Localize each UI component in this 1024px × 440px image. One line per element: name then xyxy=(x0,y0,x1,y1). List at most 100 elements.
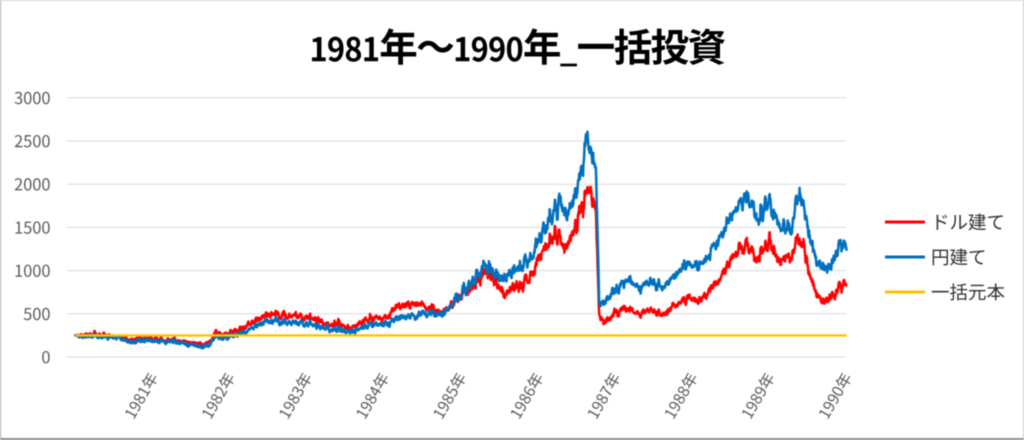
glyph xyxy=(295,372,311,389)
glyph xyxy=(835,372,851,389)
glyph xyxy=(417,40,454,53)
glyph xyxy=(372,372,388,389)
y-tick-label: 500 xyxy=(1,304,50,324)
glyph xyxy=(14,91,23,105)
glyph xyxy=(677,386,690,397)
glyph xyxy=(827,394,839,405)
series-dollar xyxy=(74,185,848,348)
glyph xyxy=(15,264,23,277)
y-tick-label-glyphs xyxy=(14,91,50,105)
glyph xyxy=(138,387,151,397)
glyph xyxy=(288,394,300,404)
glyph xyxy=(450,372,465,389)
x-tick-label-glyphs xyxy=(125,372,157,420)
glyph xyxy=(987,283,1005,301)
y-tick-label-glyphs xyxy=(14,178,50,191)
glyph xyxy=(578,43,614,49)
glyph xyxy=(596,394,608,404)
glyph xyxy=(442,394,454,404)
glyph xyxy=(560,63,577,67)
glyph xyxy=(283,401,295,412)
chart-title: 1981年～1990年_一括投資 xyxy=(295,27,739,81)
x-tick-label-glyphs xyxy=(356,372,388,420)
legend-label-glyphs xyxy=(931,283,1005,301)
glyph xyxy=(215,386,228,398)
glyph xyxy=(510,409,523,420)
glyph xyxy=(932,249,948,266)
glyph xyxy=(950,248,968,266)
glyph xyxy=(211,394,223,404)
x-tick-label-glyphs xyxy=(742,372,774,420)
glyph xyxy=(489,36,505,62)
x-tick-label-glyphs xyxy=(433,372,465,420)
glyph xyxy=(588,409,601,420)
glyph xyxy=(519,394,531,404)
legend-label-glyphs xyxy=(932,248,985,266)
y-tick-label: 2500 xyxy=(1,131,50,151)
x-tick-label-glyphs xyxy=(279,372,311,420)
glyph xyxy=(651,28,689,65)
glyph xyxy=(524,385,535,396)
series-yen xyxy=(74,130,848,350)
glyph xyxy=(673,394,685,404)
glyph xyxy=(832,386,844,396)
legend-label: 一括元本 xyxy=(931,279,1007,306)
glyph xyxy=(445,385,458,397)
glyph xyxy=(312,36,326,62)
glyph xyxy=(370,386,382,397)
glyph xyxy=(758,372,774,389)
glyph xyxy=(356,409,369,420)
glyph xyxy=(599,385,612,396)
x-tick-label-glyphs xyxy=(665,372,697,420)
glyph xyxy=(515,401,526,412)
glyph xyxy=(669,401,681,412)
x-tick-label-glyphs xyxy=(510,372,542,420)
glyph xyxy=(360,401,372,412)
y-tick-label: 3000 xyxy=(1,88,50,108)
glyph xyxy=(471,36,488,62)
glyph xyxy=(380,28,417,65)
legend-swatch xyxy=(885,291,925,294)
glyph xyxy=(345,36,362,62)
glyph xyxy=(506,36,523,62)
glyph xyxy=(23,135,32,148)
legend-label-glyphs xyxy=(936,213,1003,231)
glyph xyxy=(14,178,23,191)
glyph xyxy=(931,290,949,293)
glyph xyxy=(592,401,604,412)
glyph xyxy=(688,28,725,65)
glyph xyxy=(125,409,138,420)
glyph xyxy=(23,307,32,321)
glyph xyxy=(433,409,446,420)
glyph xyxy=(742,409,755,420)
glyph xyxy=(23,221,32,234)
glyph xyxy=(455,36,470,62)
legend-label: ドル建て xyxy=(931,209,1007,236)
legend-label: 円建て xyxy=(931,244,988,271)
glyph xyxy=(819,409,832,420)
glyph xyxy=(133,394,146,404)
glyph xyxy=(968,213,986,231)
legend-swatch xyxy=(885,221,925,224)
y-tick-label: 0 xyxy=(1,347,50,367)
glyph xyxy=(129,401,141,412)
y-tick-label: 2000 xyxy=(1,174,50,194)
glyph xyxy=(202,409,215,420)
glyph xyxy=(604,372,620,389)
glyph xyxy=(950,215,968,230)
glyph xyxy=(614,28,652,65)
y-tick-label-glyphs xyxy=(23,307,50,321)
glyph xyxy=(14,134,23,148)
y-tick-label-glyphs xyxy=(15,221,50,234)
glyph xyxy=(969,250,985,265)
glyph xyxy=(279,409,292,420)
glyph xyxy=(527,372,542,389)
glyph xyxy=(681,372,697,389)
glyph xyxy=(15,221,23,234)
glyph xyxy=(365,394,377,404)
glyph xyxy=(968,284,986,301)
x-tick-label-glyphs xyxy=(588,372,620,420)
glyph xyxy=(665,409,678,420)
